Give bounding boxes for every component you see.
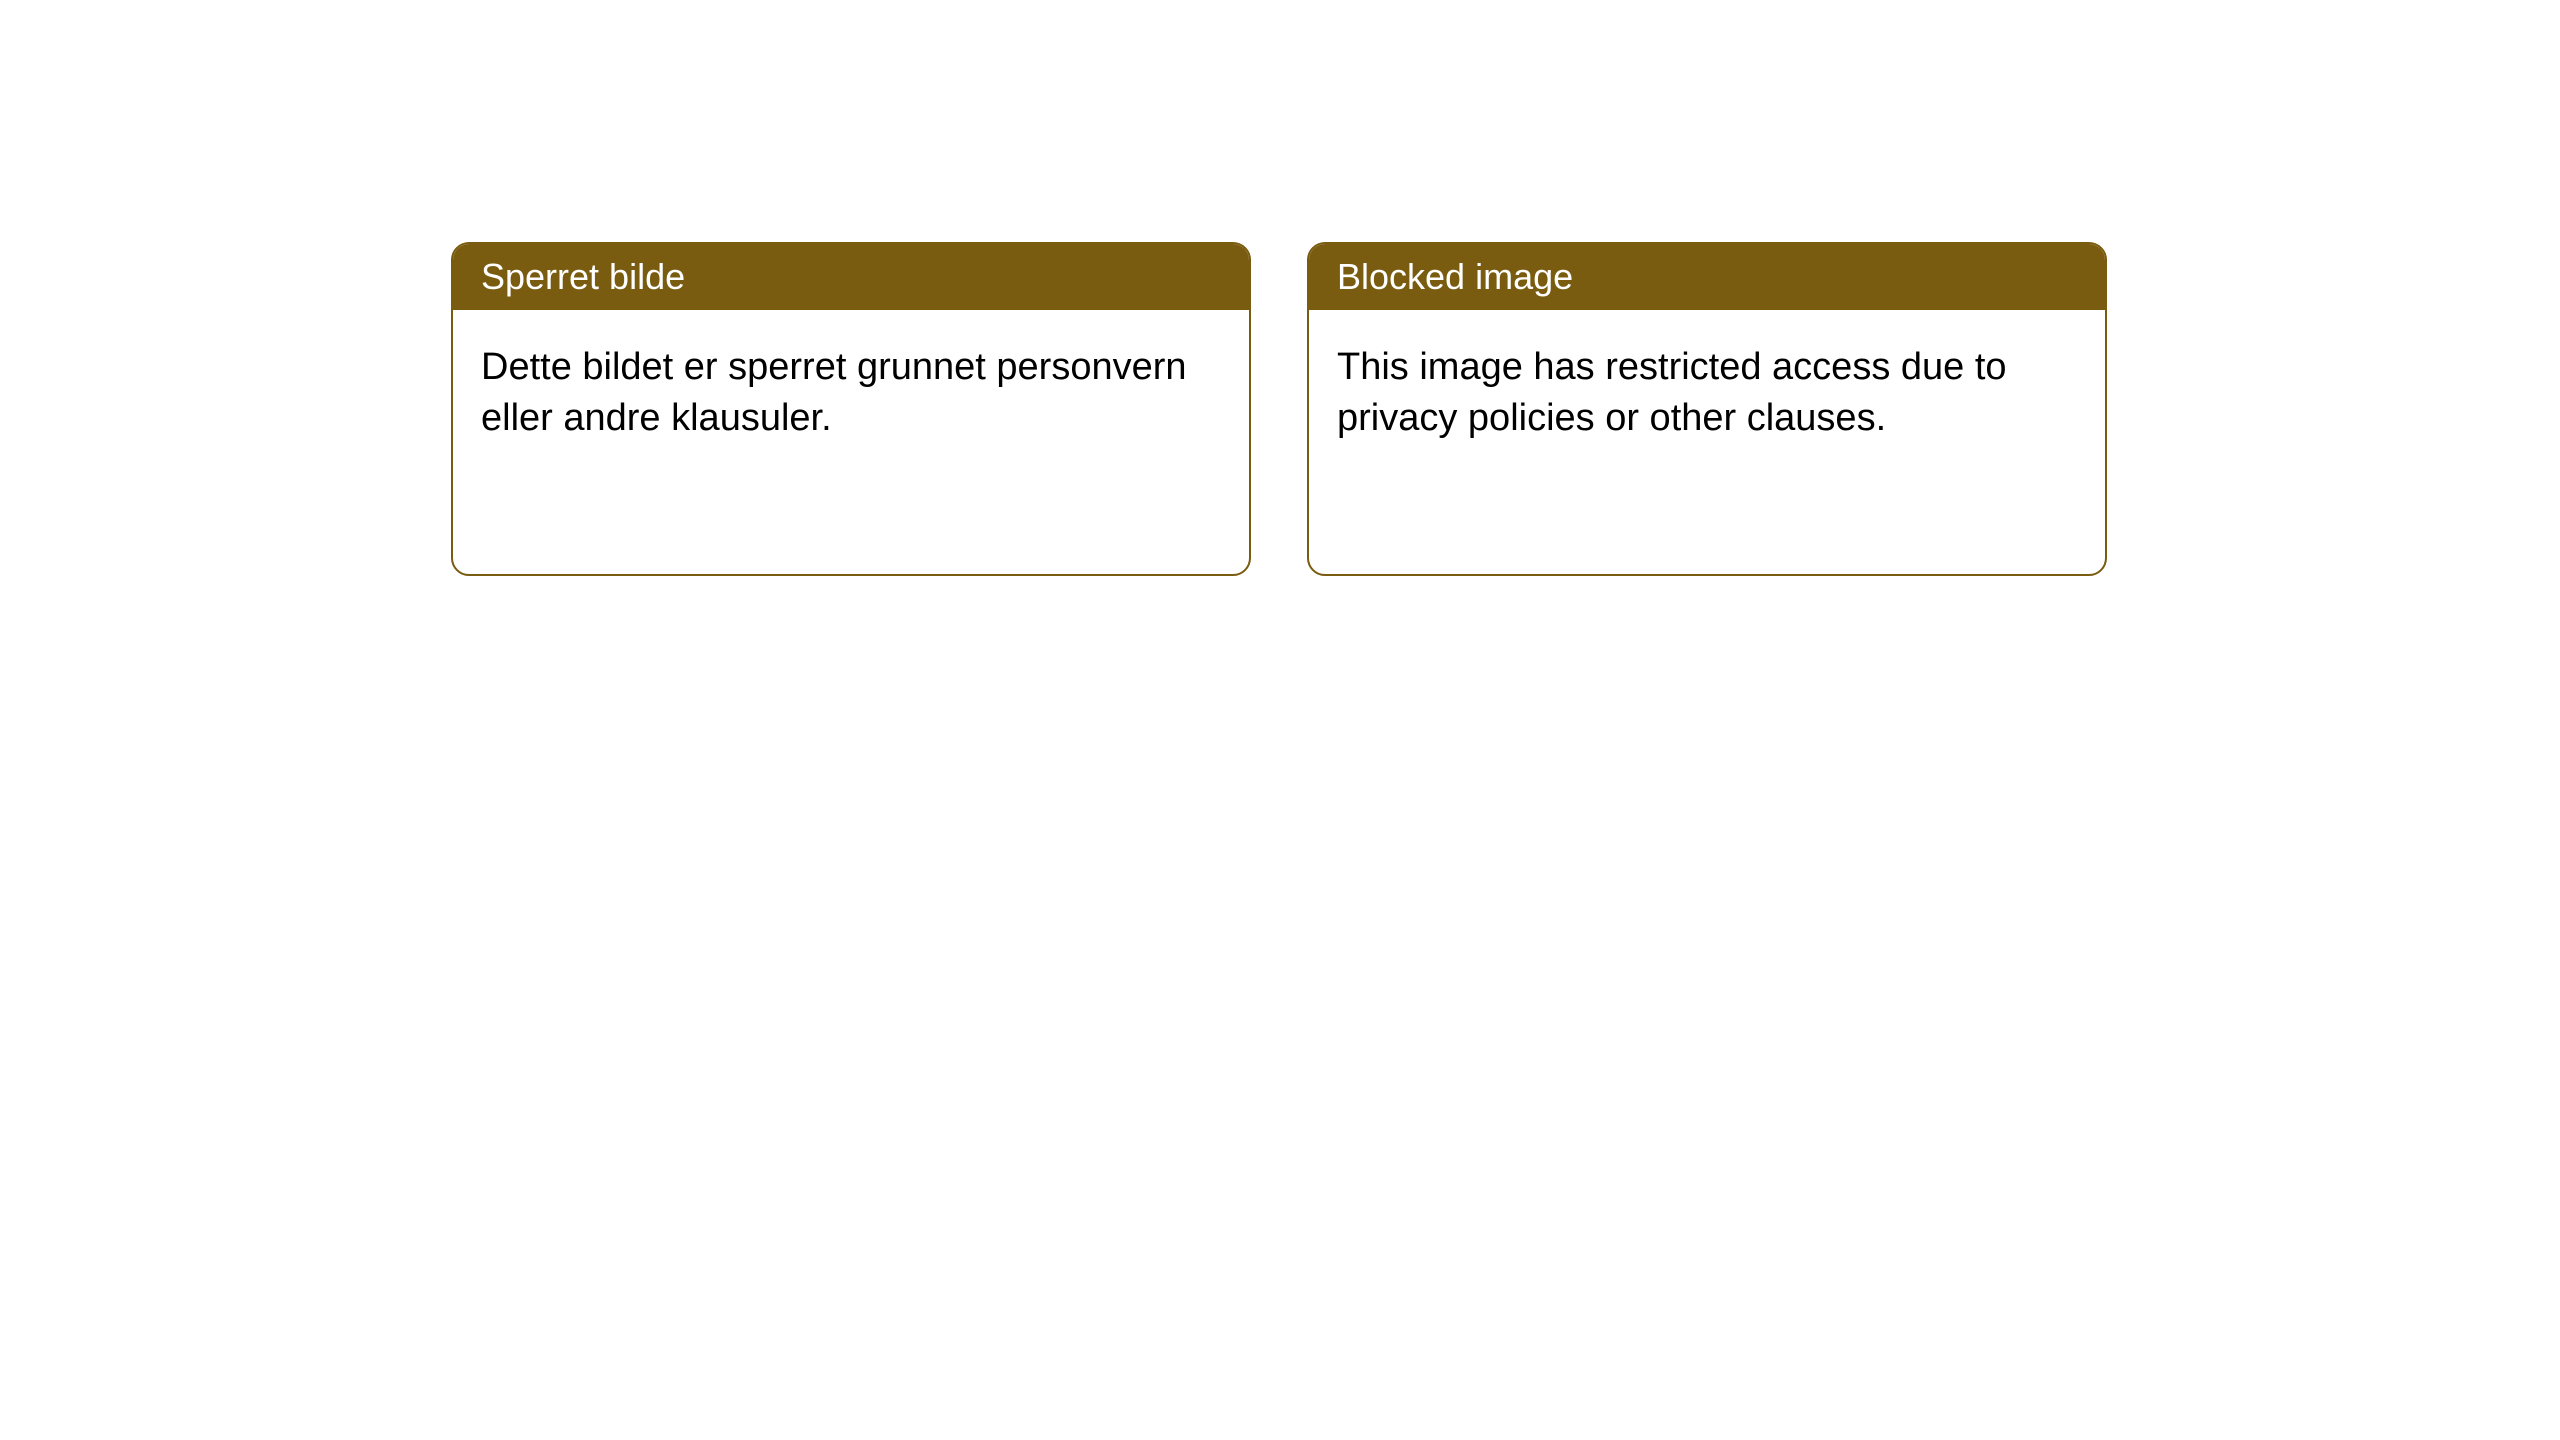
notice-body-english: This image has restricted access due to … bbox=[1309, 310, 2105, 477]
notice-card-norwegian: Sperret bilde Dette bildet er sperret gr… bbox=[451, 242, 1251, 576]
notice-title-english: Blocked image bbox=[1309, 244, 2105, 310]
notice-body-norwegian: Dette bildet er sperret grunnet personve… bbox=[453, 310, 1249, 477]
notice-title-norwegian: Sperret bilde bbox=[453, 244, 1249, 310]
notice-container: Sperret bilde Dette bildet er sperret gr… bbox=[0, 0, 2560, 576]
notice-card-english: Blocked image This image has restricted … bbox=[1307, 242, 2107, 576]
